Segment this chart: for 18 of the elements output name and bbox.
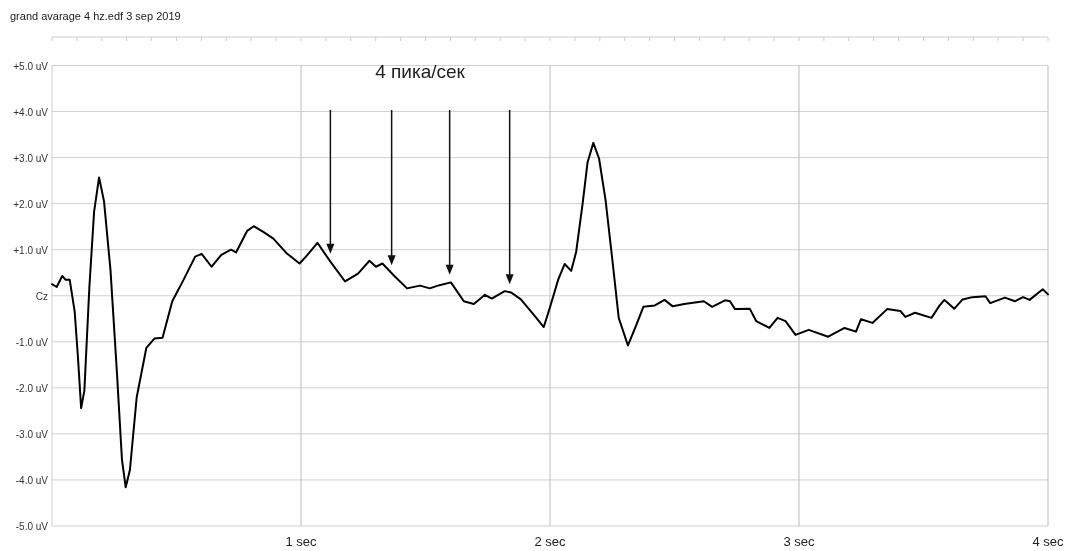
y-tick-label: -2.0 uV [15,382,49,394]
x-tick-label: 1 sec [285,534,318,549]
y-tick-label: Cz [35,290,48,302]
x-tick-label: 2 sec [534,534,567,549]
y-tick-label: +2.0 uV [13,198,49,210]
y-tick-label: -5.0 uV [15,521,49,532]
y-tick-label: -4.0 uV [15,474,49,486]
y-tick-label: -1.0 uV [15,336,49,348]
x-tick-label: 3 sec [783,534,816,549]
y-tick-label: +1.0 uV [13,244,49,256]
line-series [51,141,1049,489]
chart-title: grand avarage 4 hz.edf 3 sep 2019 [10,10,181,22]
y-tick-label: +3.0 uV [13,152,49,164]
y-tick-label: +5.0 uV [13,60,49,72]
annotation: 4 пика/сек [375,61,466,82]
y-tick-label: +4.0 uV [13,106,49,118]
x-tick-label: 4 sec [1032,534,1065,549]
y-tick-label: -3.0 uV [15,428,49,440]
